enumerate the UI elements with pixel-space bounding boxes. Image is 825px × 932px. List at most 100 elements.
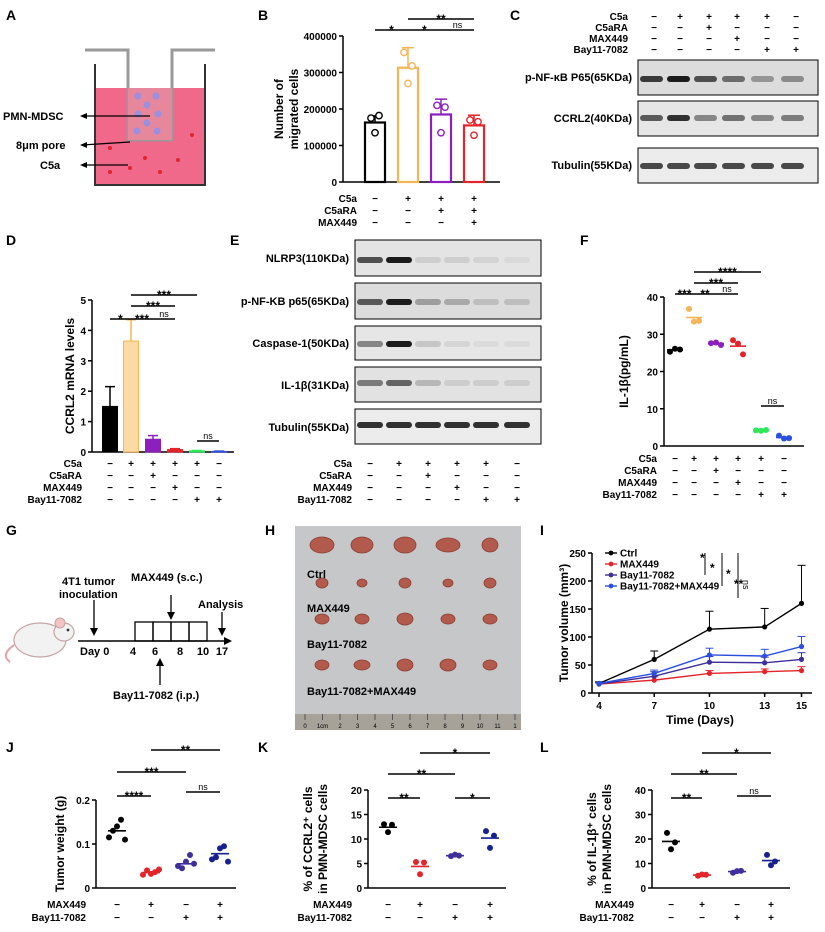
panel-label-j: J xyxy=(6,739,14,755)
ruler-label: 1cm xyxy=(317,724,328,730)
y-tick-label: 20 xyxy=(351,786,363,797)
blot-band xyxy=(667,76,690,82)
significance-label: **** xyxy=(718,265,737,279)
y-tick-label: 300000 xyxy=(304,69,338,80)
ruler-label: 8 xyxy=(443,724,447,730)
condition-label: MAX449 xyxy=(318,218,357,229)
y-tick-label: 0 xyxy=(80,448,86,459)
condition-label: C5a xyxy=(639,454,658,465)
data-point xyxy=(651,677,657,683)
blot-band xyxy=(640,115,663,121)
condition-sign: − xyxy=(385,913,391,924)
blot-band xyxy=(415,422,441,428)
condition-sign: − xyxy=(372,218,378,229)
data-point xyxy=(114,823,120,830)
blot-band xyxy=(694,115,717,121)
data-point xyxy=(474,117,482,126)
chart-i-tumor-volume: 0 50 100 150 200 250 Tumor volume (mm³) 4 7 10 13 1… xyxy=(557,549,812,727)
condition-sign: − xyxy=(651,34,657,45)
data-point xyxy=(668,846,674,853)
bar xyxy=(123,340,139,453)
blot-box-il1b xyxy=(354,366,542,403)
condition-sign: − xyxy=(651,45,657,56)
condition-sign: + xyxy=(483,459,489,470)
y-tick-label: 2 xyxy=(80,387,86,398)
tumor-specimen xyxy=(398,577,412,589)
data-point xyxy=(762,624,768,630)
panel-label-a: A xyxy=(6,7,16,23)
arrow-pore xyxy=(81,141,131,146)
data-point xyxy=(413,859,419,866)
condition-sign: + xyxy=(194,495,200,506)
ruler-label: 10 xyxy=(477,724,484,730)
condition-label: MAX449 xyxy=(43,483,82,494)
condition-label: MAX449 xyxy=(313,900,352,911)
condition-sign: − xyxy=(107,471,113,482)
x-axis-label: Time (Days) xyxy=(666,713,734,727)
blot-band xyxy=(781,163,804,169)
condition-sign: − xyxy=(735,466,741,477)
blot-band xyxy=(722,163,745,169)
data-point xyxy=(667,348,673,355)
blot-band xyxy=(415,341,441,347)
data-point xyxy=(213,854,219,861)
group-label-max449: MAX449 xyxy=(307,603,350,615)
condition-label: Bay11-7082 xyxy=(32,913,87,924)
panel-g-timeline: Day 0 4 6 8 10 17 4T1 tumor inoculation … xyxy=(4,572,243,702)
data-point xyxy=(691,318,697,325)
condition-sign: − xyxy=(405,218,411,229)
data-point xyxy=(106,834,112,841)
blot-band xyxy=(357,299,383,305)
data-point xyxy=(768,862,774,869)
data-point xyxy=(441,103,449,112)
data-point xyxy=(753,427,759,434)
condition-sign: − xyxy=(128,483,134,494)
significance-label: * xyxy=(118,312,123,326)
blot-band xyxy=(504,341,530,347)
data-point xyxy=(706,670,713,677)
significance-label: *** xyxy=(157,288,171,302)
condition-sign: + xyxy=(781,490,787,501)
blot-band xyxy=(667,115,690,121)
data-point xyxy=(672,345,678,352)
condition-sign: − xyxy=(734,900,740,911)
blot-band xyxy=(386,380,412,386)
tick-day6: 6 xyxy=(152,646,158,658)
blot-label-caspase1: Caspase-1(50KDa) xyxy=(252,338,349,350)
data-point xyxy=(762,669,768,675)
y-axis-label: Number of xyxy=(272,78,286,139)
blot-band xyxy=(444,422,470,428)
condition-label: MAX449 xyxy=(47,900,86,911)
condition-label: C5a xyxy=(64,459,83,470)
ruler-label: 9 xyxy=(461,724,465,730)
tumor-specimen xyxy=(482,659,498,671)
condition-sign: − xyxy=(734,23,740,34)
condition-sign: + xyxy=(764,12,770,23)
condition-sign: − xyxy=(781,466,787,477)
condition-sign: − xyxy=(758,478,764,489)
data-point xyxy=(417,871,423,878)
condition-label: C5aRA xyxy=(319,471,352,482)
blot-band xyxy=(444,380,470,386)
y-tick-label: 20 xyxy=(647,368,659,379)
data-point xyxy=(191,860,197,867)
condition-sign: + xyxy=(150,471,156,482)
legend-marker xyxy=(608,583,614,589)
condition-sign: − xyxy=(452,900,458,911)
condition-sign: + xyxy=(699,900,705,911)
significance-label: **** xyxy=(125,789,144,803)
y-axis-label: IL-1β(pg/mL) xyxy=(617,335,631,408)
legend-marker xyxy=(608,550,614,556)
blot-label-il1b: IL-1β(31KDa) xyxy=(281,380,349,392)
condition-sign: − xyxy=(651,12,657,23)
data-point xyxy=(677,346,683,353)
data-point xyxy=(651,670,657,677)
tumor-specimen xyxy=(440,613,456,625)
tick-day8: 8 xyxy=(177,646,183,658)
label-pmn-mdsc: PMN-MDSC xyxy=(3,111,64,123)
condition-sign: − xyxy=(172,471,178,482)
blot-box-nlrp3 xyxy=(354,239,542,277)
blot-band xyxy=(722,115,745,121)
x-tick-label: 10 xyxy=(704,701,716,712)
